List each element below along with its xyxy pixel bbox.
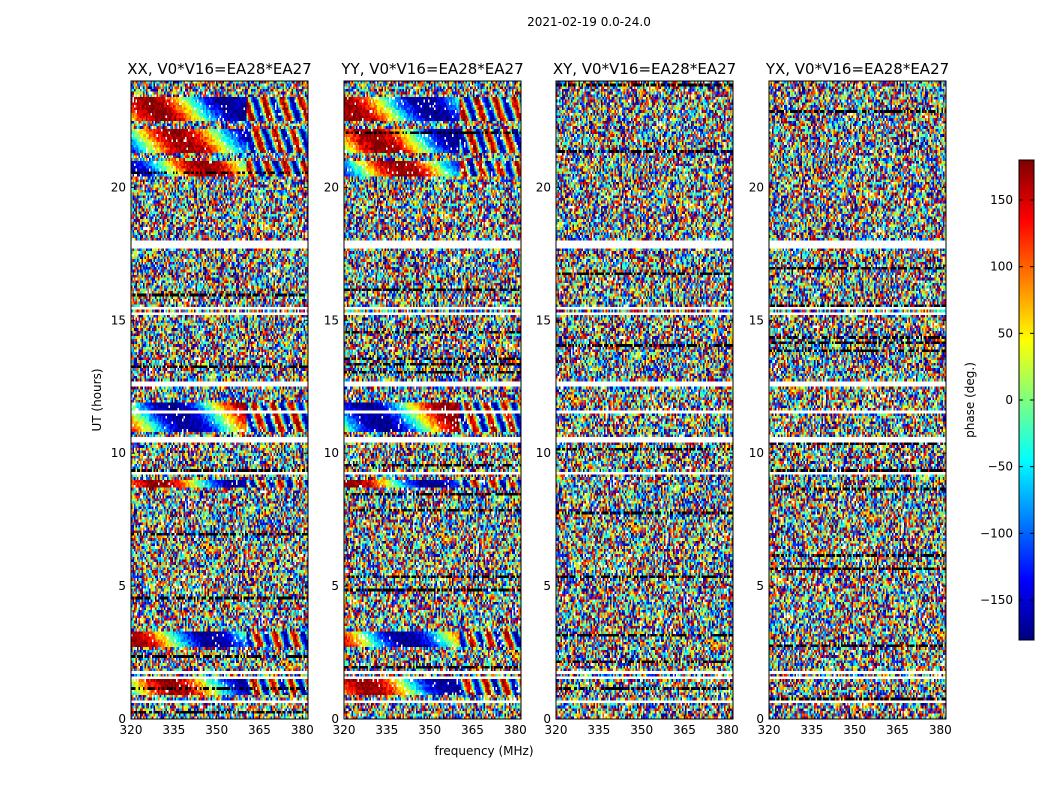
panel-xy: XY, V0*V16=EA28*EA27 320 335 350 365 380 0 5 10 1… — [536, 60, 739, 737]
x-tick-label: 335 — [162, 723, 185, 737]
y-tick-label: 15 — [536, 313, 551, 327]
x-tick-label: 320 — [333, 723, 356, 737]
x-tick-label: 365 — [248, 723, 271, 737]
heatmap-canvas-yy — [344, 81, 521, 719]
colorbar-tick-label: 0 — [1005, 393, 1013, 407]
y-tick-label: 5 — [756, 579, 764, 593]
panel-yy: YY, V0*V16=EA28*EA27 320 335 350 365 380 0 5 10 1… — [324, 60, 527, 737]
colorbar-tick-label: −50 — [988, 460, 1013, 474]
y-tick-label: 10 — [536, 446, 551, 460]
y-tick-label: 20 — [749, 180, 764, 194]
x-tick-label: 335 — [375, 723, 398, 737]
x-tick-label: 350 — [205, 723, 228, 737]
panel-title: XX, V0*V16=EA28*EA27 — [127, 60, 311, 78]
y-tick-label: 0 — [331, 712, 339, 726]
x-tick-label: 365 — [461, 723, 484, 737]
heatmap-canvas-xx — [131, 81, 308, 719]
y-tick-label: 20 — [111, 180, 126, 194]
y-tick-label: 20 — [324, 180, 339, 194]
panel-frame — [555, 80, 734, 720]
x-tick-label: 320 — [545, 723, 568, 737]
x-tick-label: 335 — [587, 723, 610, 737]
x-tick-label: 380 — [291, 723, 314, 737]
panel-xx: XX, V0*V16=EA28*EA27 320 335 350 365 380 0 5 10 1… — [111, 60, 314, 737]
figure-title: 2021-02-19 0.0-24.0 — [527, 15, 651, 29]
y-tick-label: 10 — [111, 446, 126, 460]
y-tick-label: 20 — [536, 180, 551, 194]
x-tick-label: 350 — [843, 723, 866, 737]
colorbar-tick-label: 50 — [998, 326, 1013, 340]
panel-title: XY, V0*V16=EA28*EA27 — [553, 60, 736, 78]
colorbar-tick-label: −100 — [980, 526, 1013, 540]
y-tick-label: 5 — [331, 579, 339, 593]
y-tick-label: 0 — [118, 712, 126, 726]
heatmap-yy — [344, 81, 521, 719]
x-axis-label: frequency (MHz) — [434, 744, 533, 758]
x-tick-label: 335 — [800, 723, 823, 737]
x-tick-label: 365 — [673, 723, 696, 737]
y-tick-label: 15 — [749, 313, 764, 327]
panels: XX, V0*V16=EA28*EA27 320 335 350 365 380 0 5 10 1… — [111, 60, 952, 737]
y-axis-label: UT (hours) — [90, 368, 104, 431]
x-tick-label: 380 — [716, 723, 739, 737]
colorbar-label: phase (deg.) — [963, 362, 977, 438]
colorbar-tick-label: −150 — [980, 593, 1013, 607]
x-tick-label: 350 — [418, 723, 441, 737]
heatmap-canvas-xy — [556, 81, 733, 719]
x-tick-label: 365 — [886, 723, 909, 737]
heatmap-canvas-yx — [769, 81, 946, 719]
y-tick-label: 5 — [118, 579, 126, 593]
panel-frame — [343, 80, 522, 720]
y-tick-label: 15 — [324, 313, 339, 327]
heatmap-xy — [556, 81, 733, 719]
x-tick-label: 380 — [929, 723, 952, 737]
colorbar: 150 100 50 0 −50 −100 −150 — [980, 159, 1035, 641]
x-tick-label: 320 — [120, 723, 143, 737]
y-tick-label: 0 — [756, 712, 764, 726]
panel-title: YX, V0*V16=EA28*EA27 — [765, 60, 949, 78]
colorbar-tick-label: 150 — [990, 193, 1013, 207]
y-tick-label: 10 — [324, 446, 339, 460]
colorbar-tick-label: 100 — [990, 260, 1013, 274]
y-tick-label: 5 — [543, 579, 551, 593]
x-tick-label: 380 — [504, 723, 527, 737]
panel-yx: YX, V0*V16=EA28*EA27 320 335 350 365 380 0 5 10 1… — [749, 60, 952, 737]
heatmap-xx — [131, 81, 308, 719]
panel-frame — [130, 80, 309, 720]
x-tick-label: 320 — [758, 723, 781, 737]
y-tick-label: 15 — [111, 313, 126, 327]
panel-title: YY, V0*V16=EA28*EA27 — [340, 60, 523, 78]
y-tick-label: 10 — [749, 446, 764, 460]
panel-frame — [768, 80, 947, 720]
heatmap-yx — [769, 81, 946, 719]
y-tick-label: 0 — [543, 712, 551, 726]
x-tick-label: 350 — [630, 723, 653, 737]
